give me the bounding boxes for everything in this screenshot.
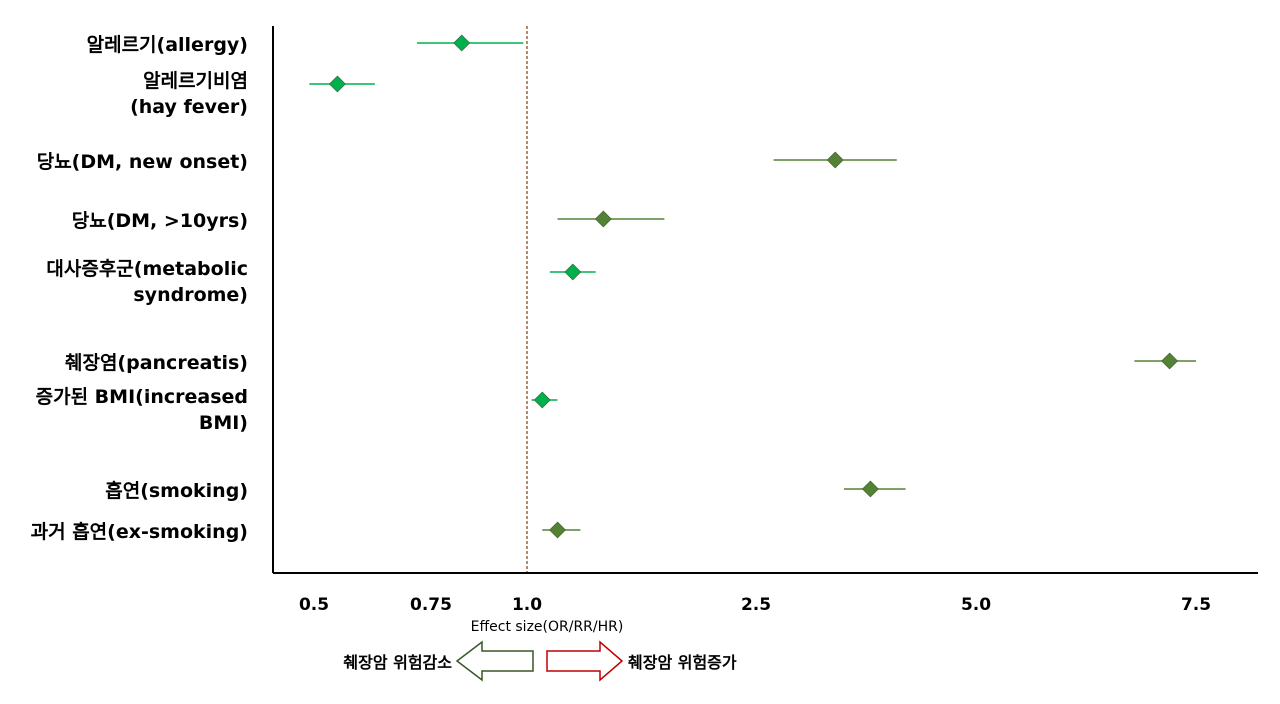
row-label: 증가된 BMI(increased — [36, 386, 248, 408]
forest-row: 당뇨(DM, >10yrs) — [72, 210, 665, 232]
row-label: 알레르기(allergy) — [87, 34, 248, 56]
point-estimate-marker — [826, 151, 844, 169]
forest-row: 흡연(smoking) — [105, 479, 906, 502]
x-tick-labels: 0.5 0.75 1.0 2.5 5.0 7.5 — [299, 595, 1211, 615]
point-estimate-marker — [564, 263, 582, 281]
forest-row: 췌장염(pancreatis) — [65, 352, 1196, 374]
point-estimate-marker — [594, 210, 612, 228]
forest-row: 증가된 BMI(increased BMI) — [36, 386, 558, 434]
legend-increase-label: 췌장암 위험증가 — [628, 653, 737, 672]
x-axis-title: Effect size(OR/RR/HR) — [471, 619, 624, 635]
point-estimate-marker — [861, 480, 879, 498]
arrow-right-icon — [546, 640, 624, 682]
row-label: 당뇨(DM, new onset) — [37, 151, 248, 173]
point-estimate-marker — [453, 34, 471, 52]
x-tick-label: 0.75 — [410, 595, 452, 615]
row-label: 췌장염(pancreatis) — [65, 352, 248, 374]
legend: 췌장암 위험감소 췌장암 위험증가 — [343, 640, 737, 682]
x-tick-label: 2.5 — [741, 595, 771, 615]
legend-decrease-label: 췌장암 위험감소 — [343, 653, 452, 672]
forest-row: 알레르기비염 (hay fever) — [130, 70, 375, 118]
rows-layer: 알레르기(allergy) 알레르기비염 (hay fever) 당뇨(DM, new… — [31, 34, 1196, 543]
row-label: (hay fever) — [130, 96, 248, 118]
arrow-left-icon — [455, 640, 534, 682]
row-label: 대사증후군(metabolic — [46, 258, 248, 280]
row-label: 흡연(smoking) — [105, 479, 248, 502]
axes-layer — [272, 26, 1258, 574]
row-label: 과거 흡연(ex-smoking) — [31, 520, 248, 543]
forest-row: 알레르기(allergy) — [87, 34, 524, 56]
point-estimate-marker — [328, 75, 346, 93]
point-estimate-marker — [533, 391, 551, 409]
row-label: BMI) — [199, 412, 248, 434]
x-tick-label: 5.0 — [961, 595, 991, 615]
x-tick-label: 7.5 — [1181, 595, 1211, 615]
x-tick-label: 0.5 — [299, 595, 329, 615]
point-estimate-marker — [549, 521, 566, 539]
forest-row: 과거 흡연(ex-smoking) — [31, 520, 581, 543]
forest-row: 당뇨(DM, new onset) — [37, 151, 897, 173]
point-estimate-marker — [1161, 352, 1179, 370]
row-label: 알레르기비염 — [143, 70, 248, 92]
forest-row: 대사증후군(metabolic syndrome) — [46, 258, 596, 306]
x-tick-label: 1.0 — [512, 595, 542, 615]
row-label: 당뇨(DM, >10yrs) — [72, 210, 248, 232]
row-label: syndrome) — [133, 284, 248, 306]
